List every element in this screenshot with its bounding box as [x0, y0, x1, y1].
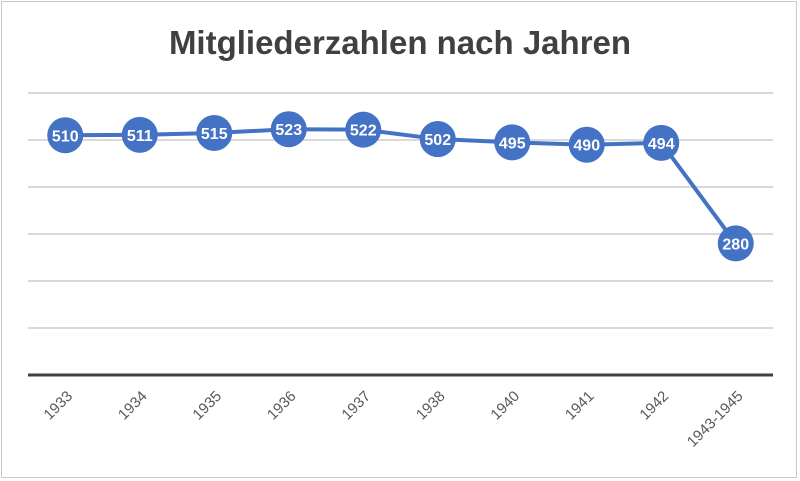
data-point: [717, 225, 754, 262]
data-label: 490: [573, 138, 600, 155]
chart-title: Mitgliederzahlen nach Jahren: [168, 24, 632, 61]
data-label: 510: [52, 128, 79, 145]
data-point: [121, 116, 158, 153]
data-point: [568, 126, 605, 163]
data-point: [419, 121, 456, 158]
x-tick-label: 1937: [338, 388, 374, 424]
x-tick-label: 1934: [115, 388, 151, 424]
data-label: 523: [275, 122, 302, 139]
data-label: 502: [424, 132, 451, 149]
x-tick-label: 1942: [636, 388, 672, 424]
x-tick-label: 1935: [189, 388, 225, 424]
data-label: 515: [201, 126, 228, 143]
x-tick-label: 1938: [413, 388, 449, 424]
data-point: [494, 124, 531, 161]
data-label: 522: [350, 123, 377, 140]
series-line: [65, 127, 738, 245]
data-point: [47, 117, 84, 154]
x-tick-label: 1936: [264, 388, 300, 424]
data-point: [196, 114, 233, 151]
data-label: 511: [127, 128, 153, 145]
data-point: [270, 111, 307, 148]
x-tick-label: 1940: [487, 388, 523, 424]
data-label: 280: [722, 236, 749, 253]
x-tick-label: 1933: [40, 388, 76, 424]
x-tick-label: 1941: [562, 388, 598, 424]
data-label: 494: [648, 136, 675, 153]
data-point: [345, 111, 382, 148]
x-tick-label: 1943-1945: [684, 388, 747, 451]
data-point: [643, 124, 680, 161]
data-label: 495: [499, 135, 526, 152]
